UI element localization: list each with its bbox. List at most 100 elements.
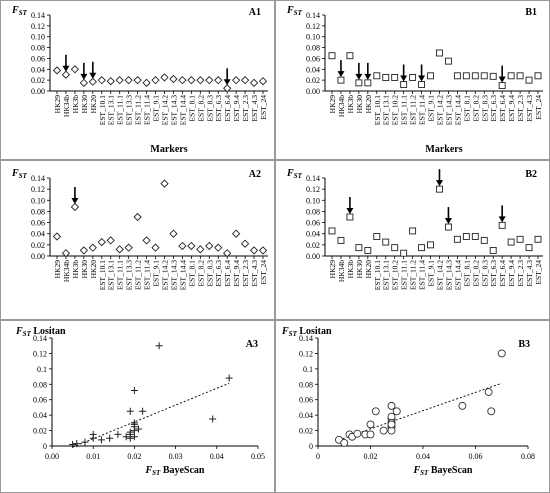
y-tick-label: 0.06 xyxy=(31,54,45,63)
x-tick-label: EST_8.1 xyxy=(462,95,471,122)
x-tick-label: EST_4.3 xyxy=(250,260,259,287)
x-tick-label: EST_9.4 xyxy=(232,95,241,122)
y-tick-label: 0.00 xyxy=(306,87,320,96)
x-tick-label: EST_8.1 xyxy=(187,260,196,287)
data-point xyxy=(88,77,97,86)
x-tick-label: EST_14.2 xyxy=(435,260,444,290)
data-point xyxy=(133,76,142,85)
data-point xyxy=(160,179,169,188)
x-tick-label: EST_14.3 xyxy=(444,95,453,125)
arrow-head xyxy=(498,76,506,83)
y-tick-label: 0.14 xyxy=(31,174,45,183)
y-tick-label: 0.00 xyxy=(31,252,45,261)
panel-border xyxy=(0,160,275,320)
y-tick-label: 0.08 xyxy=(306,207,320,216)
y-tick-label: 0.06 xyxy=(33,396,47,405)
data-point xyxy=(130,419,138,427)
data-point xyxy=(151,76,160,85)
data-point xyxy=(231,76,241,85)
data-point xyxy=(205,76,214,85)
y-axis-label: FST xyxy=(11,5,28,17)
x-tick-label: EST_8.3 xyxy=(205,95,214,122)
data-point xyxy=(69,440,77,448)
x-tick-label: EST_11.1 xyxy=(400,95,409,125)
x-tick-label: HK30 xyxy=(355,260,364,279)
y-tick-label: 0.02 xyxy=(33,427,47,436)
data-point xyxy=(371,407,380,416)
y-tick-label: 0.02 xyxy=(299,427,313,436)
x-tick-label: EST_9.1 xyxy=(427,260,436,287)
arrow-head xyxy=(223,79,231,86)
y-tick-label: 0.12 xyxy=(31,185,45,194)
data-point xyxy=(223,84,232,93)
arrow-head xyxy=(364,73,372,80)
data-point xyxy=(462,72,470,80)
y-tick-label: 0.04 xyxy=(299,411,313,420)
y-tick-label: 0.02 xyxy=(306,76,320,85)
arrow-head xyxy=(80,73,88,80)
data-point xyxy=(498,221,506,229)
data-point xyxy=(400,81,408,88)
data-point xyxy=(462,233,470,240)
data-point xyxy=(340,438,349,447)
data-point xyxy=(70,202,80,212)
data-point xyxy=(387,401,396,410)
x-tick-label: EST_14.2 xyxy=(435,95,444,125)
data-point xyxy=(379,426,388,435)
y-tick-label: 0.06 xyxy=(306,219,320,228)
y-tick-label: 0.00 xyxy=(306,252,320,261)
data-point xyxy=(169,74,178,84)
data-point xyxy=(133,212,142,222)
x-tick-label: EST_14.4 xyxy=(453,95,462,125)
data-point xyxy=(155,342,163,350)
data-point xyxy=(392,407,401,416)
data-point xyxy=(106,77,115,86)
x-tick-label: HK3b xyxy=(71,260,80,279)
data-point xyxy=(436,185,443,193)
y-axis-label: FST BayeScan xyxy=(412,465,472,477)
y-tick-label: 0.10 xyxy=(31,33,45,42)
chart-A3: 0 0.02 0.04 0.06 0.08 0.1 0.12 0.14 A3 FST Losita… xyxy=(15,326,265,477)
x-tick-label: 0.08 xyxy=(521,452,535,461)
y-tick-label: 0 xyxy=(309,442,313,451)
x-tick-label: EST_8.3 xyxy=(480,260,489,287)
x-axis-label: Markers xyxy=(425,144,462,155)
y-tick-label: 0.02 xyxy=(31,76,45,85)
data-point xyxy=(525,244,533,252)
data-point xyxy=(196,245,205,254)
x-tick-label: HK29 xyxy=(328,95,337,114)
data-point xyxy=(97,76,106,85)
data-point xyxy=(328,227,336,235)
x-tick-label: HK29 xyxy=(53,95,62,114)
data-point xyxy=(489,72,497,80)
x-tick-label: 0 xyxy=(316,452,320,461)
x-tick-label: EST_14.3 xyxy=(169,95,178,125)
panel-label: B2 xyxy=(525,169,537,180)
chart-A1: 0.00 0.02 0.04 0.060.08 0.10 0.12 0.14 A1 FST HK2… xyxy=(11,5,268,155)
x-tick-label: EST_9.4 xyxy=(232,260,241,287)
x-tick-label: 0.02 xyxy=(127,452,141,461)
arrow-head xyxy=(62,65,70,72)
data-point xyxy=(400,249,408,257)
y-tick-label: 0.00 xyxy=(31,87,45,96)
y-tick-label: 0.12 xyxy=(299,349,313,358)
x-tick-label: EST_11.1 xyxy=(400,260,409,290)
y-tick-label: 0.08 xyxy=(299,380,313,389)
data-point xyxy=(337,76,345,84)
data-point xyxy=(130,433,138,441)
data-point xyxy=(126,428,134,436)
y-tick-label: 0.06 xyxy=(299,396,313,405)
y-tick-label: 0.08 xyxy=(31,44,45,53)
data-point xyxy=(364,246,372,254)
x-tick-label: EST_10.2 xyxy=(391,95,400,125)
data-point xyxy=(418,244,426,252)
x-tick-label: EST_13.1 xyxy=(107,260,116,290)
x-tick-label: EST_11.1 xyxy=(116,260,125,290)
x-tick-label: 0.05 xyxy=(251,452,265,461)
x-tick-label: EST_9.1 xyxy=(152,95,161,122)
data-point xyxy=(130,386,138,394)
y-axis-label: FST xyxy=(286,5,303,17)
data-point xyxy=(436,49,443,57)
panel-label: B1 xyxy=(525,7,537,18)
data-point xyxy=(106,236,115,245)
